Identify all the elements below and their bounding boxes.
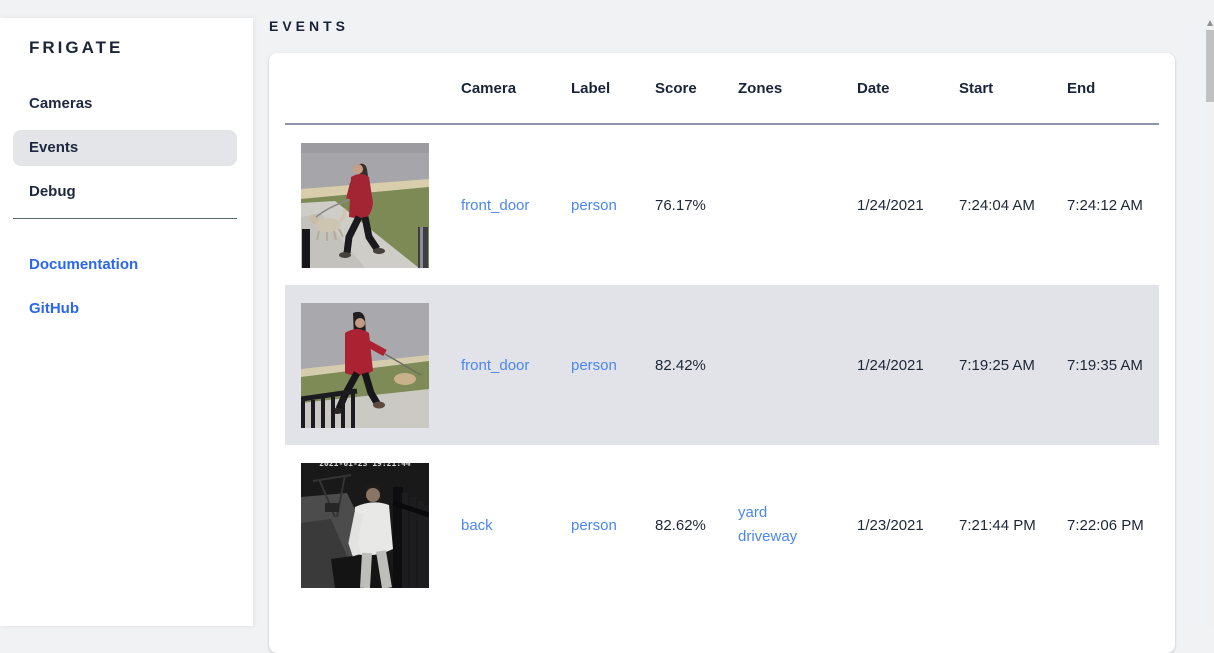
sidebar-link-documentation[interactable]: Documentation [29,256,139,273]
scrollbar-track[interactable] [1206,18,1214,626]
date-value: 1/24/2021 [857,356,924,374]
table-body: front_door person 76.17% 1/24/2021 7:24:… [285,125,1159,605]
camera-cell: front_door [445,357,555,374]
start-time: 7:24:04 AM [959,196,1035,214]
end-time: 7:22:06 PM [1067,516,1144,534]
start-time: 7:21:44 PM [959,516,1036,534]
date-value: 1/24/2021 [857,196,924,214]
thumbnail-cell: 2021-01-23 19:21:44 [285,462,445,588]
main-content: EVENTS Camera Label Score Zones Date Start End… [253,18,1214,653]
table-row[interactable]: front_door person 82.42% 1/24/2021 7:19:… [285,285,1159,445]
column-header-score: Score [655,79,697,97]
label-cell: person [555,517,639,534]
start-time: 7:19:25 AM [959,356,1035,374]
sidebar-item-cameras[interactable]: Cameras [29,95,93,112]
event-thumbnail[interactable]: 2021-01-23 19:21:44 [301,462,429,588]
column-header-start: Start [959,79,994,97]
end-time: 7:24:12 AM [1067,196,1143,214]
column-header-zones: Zones [738,79,783,97]
sidebar: FRIGATE Cameras Events Debug Documentation… [0,18,253,626]
camera-cell: front_door [445,197,555,214]
event-thumbnail[interactable] [301,303,429,428]
label-cell: person [555,197,639,214]
thumbnail-cell [285,303,445,428]
scroll-up-icon[interactable] [1207,20,1213,26]
event-thumbnail[interactable] [301,143,429,268]
score-value: 76.17% [655,196,706,214]
column-header-end: End [1067,79,1096,97]
column-header-camera: Camera [461,79,517,97]
camera-link[interactable]: back [461,516,493,534]
score-value: 82.42% [655,356,706,374]
camera-cell: back [445,517,555,534]
sidebar-nav: Cameras Events Debug [13,86,237,210]
zones-cell: yard driveway [722,501,841,549]
column-header-label: Label [571,79,611,97]
sidebar-item-debug[interactable]: Debug [29,183,76,200]
label-link[interactable]: person [571,196,617,214]
zone-link-yard[interactable]: yard [738,504,768,521]
events-card: Camera Label Score Zones Date Start End front_… [269,53,1175,653]
sidebar-item-events[interactable]: Events [13,130,237,166]
date-value: 1/23/2021 [857,516,924,534]
camera-link[interactable]: front_door [461,356,530,374]
sidebar-links: Documentation GitHub [13,247,237,327]
table-row[interactable]: front_door person 76.17% 1/24/2021 7:24:… [285,125,1159,285]
label-link[interactable]: person [571,356,617,374]
label-link[interactable]: person [571,516,617,534]
zone-link-driveway[interactable]: driveway [738,528,798,545]
table-header-row: Camera Label Score Zones Date Start End [285,53,1159,125]
thumbnail-cell [285,143,445,268]
end-time: 7:19:35 AM [1067,356,1143,374]
sidebar-link-github[interactable]: GitHub [29,300,79,317]
label-cell: person [555,357,639,374]
camera-link[interactable]: front_door [461,196,530,214]
sidebar-divider [13,218,237,219]
page-title: EVENTS [269,18,350,34]
score-value: 82.62% [655,516,706,534]
scrollbar-thumb[interactable] [1206,30,1214,102]
column-header-date: Date [857,79,890,97]
table-row[interactable]: 2021-01-23 19:21:44 back person 82.62% y… [285,445,1159,605]
app-title: FRIGATE [29,38,124,57]
